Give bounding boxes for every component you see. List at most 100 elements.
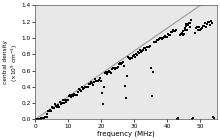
Point <box>105 73 109 75</box>
Point <box>191 118 194 120</box>
Point <box>194 27 198 30</box>
Point <box>208 24 211 27</box>
Point <box>65 99 68 101</box>
Point <box>111 67 115 70</box>
Point <box>61 99 64 102</box>
Point <box>183 29 186 31</box>
Point <box>102 86 106 88</box>
Point <box>80 86 84 88</box>
Point <box>62 102 66 104</box>
Point <box>51 107 55 109</box>
Point <box>74 94 78 97</box>
Point <box>197 26 201 28</box>
Point <box>156 39 160 41</box>
Point <box>95 80 99 82</box>
Point <box>180 33 183 36</box>
Point <box>101 103 105 105</box>
Point <box>142 47 146 49</box>
Point <box>127 57 131 59</box>
Point <box>60 102 64 104</box>
Point <box>153 41 157 43</box>
Point <box>90 82 94 85</box>
Point <box>72 93 75 95</box>
Point <box>98 77 102 79</box>
Point <box>78 89 82 92</box>
Point <box>91 84 95 86</box>
Point <box>136 51 140 53</box>
Point <box>138 49 142 51</box>
Point <box>211 116 215 118</box>
Point <box>46 110 50 112</box>
Point <box>133 56 137 58</box>
Point <box>149 66 153 69</box>
Point <box>146 46 150 48</box>
Point <box>112 67 116 69</box>
Point <box>79 90 82 92</box>
Point <box>137 51 141 54</box>
Point <box>152 41 156 44</box>
Point <box>97 79 101 81</box>
Point <box>199 28 203 30</box>
Point <box>135 54 139 56</box>
Point <box>209 20 212 22</box>
Point <box>206 21 209 23</box>
Point <box>129 57 133 60</box>
Point <box>34 118 38 120</box>
Point <box>210 22 213 24</box>
Point <box>85 86 89 88</box>
Point <box>36 118 39 120</box>
Point <box>178 34 182 36</box>
Point <box>154 41 158 43</box>
Point <box>39 117 42 120</box>
Point <box>118 62 122 64</box>
Point <box>160 37 163 39</box>
Point <box>57 106 61 108</box>
Point <box>161 37 165 39</box>
Point <box>207 21 211 23</box>
Point <box>190 118 194 120</box>
X-axis label: frequency (MHz): frequency (MHz) <box>97 130 155 136</box>
Point <box>156 39 159 41</box>
Point <box>165 36 169 38</box>
Point <box>176 117 180 119</box>
Point <box>201 24 205 27</box>
Point <box>68 94 72 96</box>
Point <box>52 107 55 109</box>
Point <box>186 24 189 26</box>
Point <box>147 46 151 48</box>
Point <box>176 118 179 120</box>
Point <box>110 68 114 70</box>
Point <box>163 35 167 37</box>
Point <box>47 109 50 112</box>
Point <box>205 23 209 25</box>
Point <box>128 58 132 60</box>
Point <box>130 57 134 59</box>
Point <box>35 118 39 120</box>
Point <box>144 49 148 51</box>
Point <box>113 68 117 70</box>
Point <box>104 71 108 73</box>
Point <box>204 25 207 28</box>
Point <box>182 33 186 35</box>
Point <box>73 94 77 96</box>
Point <box>187 22 190 25</box>
Point <box>93 78 97 80</box>
Point <box>58 101 61 103</box>
Point <box>103 72 107 74</box>
Point <box>139 51 143 53</box>
Point <box>123 85 127 87</box>
Point <box>71 94 75 97</box>
Point <box>38 117 42 120</box>
Point <box>55 106 59 108</box>
Point <box>121 61 125 63</box>
Point <box>100 91 104 94</box>
Point <box>182 30 185 32</box>
Point <box>185 23 188 25</box>
Point <box>131 55 135 57</box>
Point <box>150 95 154 97</box>
Point <box>191 117 194 119</box>
Point <box>67 95 71 97</box>
Point <box>115 66 119 69</box>
Point <box>106 71 110 74</box>
Point <box>122 65 126 67</box>
